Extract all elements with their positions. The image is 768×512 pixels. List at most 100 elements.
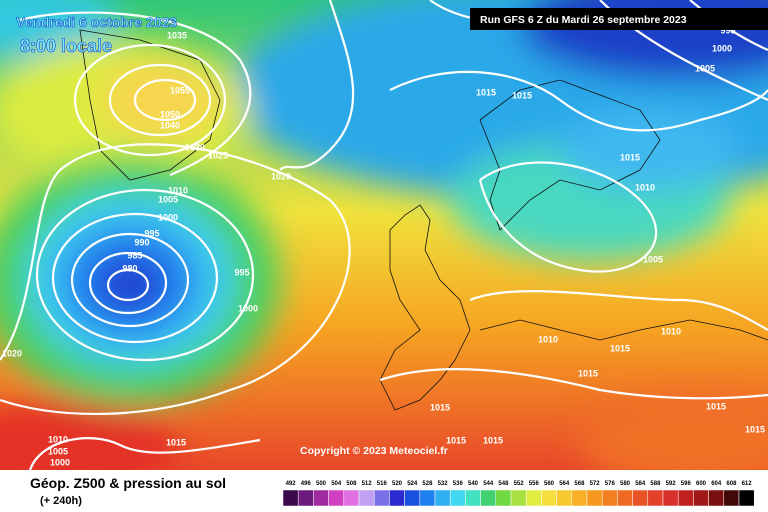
scale-swatch bbox=[510, 489, 527, 507]
isobar-label: 1020 bbox=[2, 348, 22, 358]
scale-swatch bbox=[586, 489, 603, 507]
scale-label: 584 bbox=[635, 481, 646, 487]
scale-swatch bbox=[647, 489, 664, 507]
scale-label: 492 bbox=[286, 481, 297, 487]
scale-swatch bbox=[601, 489, 618, 507]
scale-label: 580 bbox=[620, 481, 631, 487]
isobar-label: 1015 bbox=[446, 435, 466, 445]
scale-swatch bbox=[434, 489, 451, 507]
scale-label: 572 bbox=[590, 481, 601, 487]
scale-swatch bbox=[723, 489, 740, 507]
scale-label: 560 bbox=[544, 481, 555, 487]
isobar-label: 1005 bbox=[158, 194, 178, 204]
scale-swatch bbox=[389, 489, 405, 507]
scale-label: 596 bbox=[681, 481, 692, 487]
isobar-label: 1015 bbox=[166, 437, 186, 447]
isobar-label: 1010 bbox=[48, 434, 68, 444]
isobar-label: 1000 bbox=[50, 457, 70, 467]
scale-swatch bbox=[541, 489, 557, 507]
scale-label: 496 bbox=[301, 481, 312, 487]
map: 1035 1055 1050 1040 1030 1025 1020 1010 … bbox=[0, 0, 768, 470]
scale-label: 532 bbox=[438, 481, 449, 487]
isobar-label: 1010 bbox=[538, 334, 558, 344]
scale-swatch bbox=[328, 489, 345, 507]
scale-swatch bbox=[373, 489, 390, 507]
isobar-label: 1015 bbox=[578, 368, 598, 378]
scale-label: 608 bbox=[726, 481, 737, 487]
isobar-label: 1000 bbox=[158, 212, 178, 222]
isobar-label: 995 bbox=[144, 228, 159, 238]
scale-swatch bbox=[708, 489, 725, 507]
scale-label: 504 bbox=[331, 481, 342, 487]
isobar-label: 1000 bbox=[712, 43, 732, 53]
isobar-label: 1025 bbox=[208, 150, 228, 160]
scale-label: 500 bbox=[316, 481, 327, 487]
isobar-label: 1015 bbox=[512, 90, 532, 100]
scale-swatch bbox=[738, 489, 755, 507]
isobar-label: 990 bbox=[134, 237, 149, 247]
scale-label: 612 bbox=[742, 481, 753, 487]
scale-swatch bbox=[449, 489, 466, 507]
scale-label: 512 bbox=[362, 481, 373, 487]
isobar-label: 1005 bbox=[643, 254, 663, 264]
scale-label: 540 bbox=[468, 481, 479, 487]
scale-label: 568 bbox=[574, 481, 585, 487]
scale-label: 544 bbox=[483, 481, 494, 487]
scale-swatch bbox=[495, 489, 512, 507]
scale-label: 604 bbox=[711, 481, 722, 487]
scale-label: 524 bbox=[407, 481, 418, 487]
scale-label: 536 bbox=[453, 481, 464, 487]
scale-swatch bbox=[480, 489, 497, 507]
isobar-label: 1010 bbox=[168, 185, 188, 195]
scale-label: 520 bbox=[392, 481, 403, 487]
isobar-labels: 1035 1055 1050 1040 1030 1025 1020 1010 … bbox=[2, 25, 765, 467]
lead-time: (+ 240h) bbox=[40, 495, 82, 507]
scale-swatch bbox=[419, 489, 436, 507]
isobar-label: 995 bbox=[720, 25, 735, 35]
scale-label: 528 bbox=[422, 481, 433, 487]
scale-swatch bbox=[617, 489, 633, 507]
isobar-label: 1035 bbox=[167, 30, 187, 40]
scale-label: 592 bbox=[666, 481, 677, 487]
isobar-label: 1015 bbox=[476, 87, 496, 97]
scale-label: 564 bbox=[559, 481, 570, 487]
scale-swatch bbox=[313, 489, 329, 507]
isobar-label: 1000 bbox=[238, 303, 258, 313]
scale-label: 588 bbox=[650, 481, 661, 487]
scale-label: 556 bbox=[529, 481, 540, 487]
scale-swatch bbox=[358, 489, 375, 507]
isobar-label: 1015 bbox=[430, 402, 450, 412]
isobar-label: 1055 bbox=[170, 85, 190, 95]
scale-swatch bbox=[693, 489, 709, 507]
isobar-label: 1015 bbox=[745, 424, 765, 434]
scale-swatch bbox=[525, 489, 542, 507]
copyright: Copyright © 2023 Meteociel.fr bbox=[300, 445, 448, 457]
run-banner bbox=[470, 8, 768, 30]
scale-swatch bbox=[282, 489, 299, 507]
isobar-label: 1015 bbox=[483, 435, 503, 445]
product-title: Géop. Z500 & pression au sol bbox=[30, 475, 226, 491]
run-info: Run GFS 6 Z du Mardi 26 septembre 2023 bbox=[480, 14, 687, 26]
isobar-label: 985 bbox=[127, 250, 142, 260]
scale-label: 552 bbox=[514, 481, 525, 487]
scale-swatch bbox=[465, 489, 481, 507]
isobar-label: 1015 bbox=[610, 343, 630, 353]
valid-date: Vendredi 6 octobre 2023 bbox=[16, 14, 177, 30]
isobar-label: 980 bbox=[122, 263, 137, 273]
scale-swatch bbox=[632, 489, 649, 507]
scale-label: 516 bbox=[377, 481, 388, 487]
isobar-label: 1030 bbox=[185, 142, 205, 152]
isobar-label: 1005 bbox=[695, 63, 715, 73]
isobar-label: 1005 bbox=[48, 446, 68, 456]
isobar-label: 1010 bbox=[661, 326, 681, 336]
valid-time: 8:00 locale bbox=[20, 36, 112, 56]
isobar-label: 1015 bbox=[620, 152, 640, 162]
isobars bbox=[0, 0, 768, 470]
scale-label: 548 bbox=[498, 481, 509, 487]
scale-swatch bbox=[677, 489, 694, 507]
scale-swatch bbox=[556, 489, 573, 507]
isobar-label: 1040 bbox=[160, 120, 180, 130]
scale-label: 508 bbox=[346, 481, 357, 487]
scale-swatch bbox=[571, 489, 588, 507]
